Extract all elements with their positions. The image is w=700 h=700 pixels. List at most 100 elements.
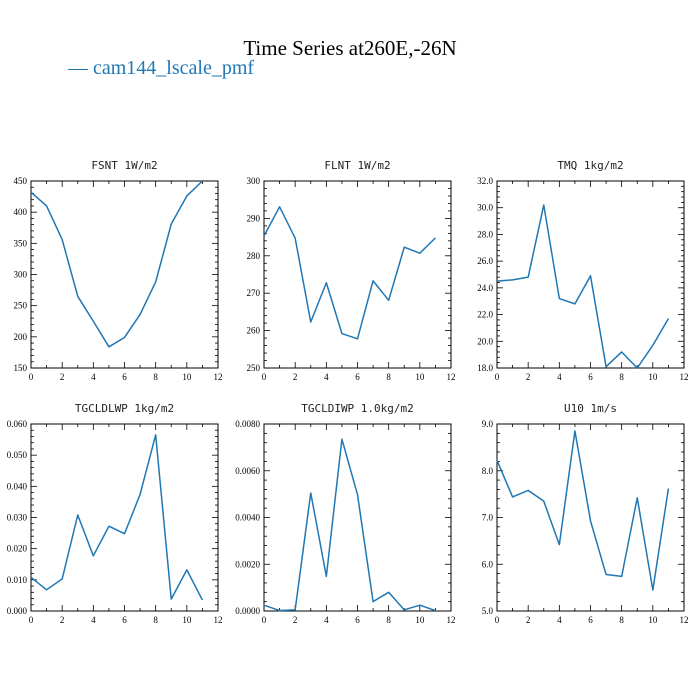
y-tick-label: 6.0 <box>482 559 494 569</box>
y-tick-label: 32.0 <box>477 176 493 186</box>
y-tick-label: 0.0040 <box>235 513 260 523</box>
y-tick-label: 8.0 <box>482 466 494 476</box>
series-line <box>30 180 203 348</box>
x-tick-label: 0 <box>495 615 500 625</box>
x-tick-label: 6 <box>122 372 127 382</box>
x-tick-label: 6 <box>122 615 127 625</box>
y-tick-label: 150 <box>14 363 28 373</box>
x-tick-label: 12 <box>214 615 223 625</box>
y-tick-label: 28.0 <box>477 229 493 239</box>
y-tick-label: 280 <box>247 251 261 261</box>
chart-title: U10 1m/s <box>564 402 617 415</box>
y-tick-label: 350 <box>14 238 28 248</box>
series-line <box>263 206 436 340</box>
chart-panel-6: U10 1m/s 0 2 4 6 8 10 12 5.0 6.0 7.0 8.0 9.0 <box>482 402 689 625</box>
x-tick-label: 12 <box>680 615 689 625</box>
x-tick-label: 8 <box>153 372 158 382</box>
x-tick-label: 8 <box>619 615 624 625</box>
x-tick-label: 0 <box>29 615 34 625</box>
x-tick-label: 12 <box>447 615 456 625</box>
x-tick-label: 12 <box>447 372 456 382</box>
y-tick-label: 250 <box>14 301 28 311</box>
y-tick-label: 250 <box>247 363 261 373</box>
legend-entry: — cam144_lscale_pmf <box>68 57 254 80</box>
figure-title: Time Series at260E,-26N <box>243 36 457 60</box>
series-line <box>496 430 670 591</box>
y-tick-label: 18.0 <box>477 363 493 373</box>
legend-label: cam144_lscale_pmf <box>93 57 255 79</box>
x-tick-label: 6 <box>588 615 593 625</box>
y-tick-label: 0.030 <box>7 513 28 523</box>
y-tick-label: 26.0 <box>477 256 493 266</box>
x-tick-label: 2 <box>293 372 298 382</box>
x-tick-label: 8 <box>153 615 158 625</box>
x-tick-label: 6 <box>355 615 360 625</box>
y-tick-label: 270 <box>247 288 261 298</box>
x-tick-label: 2 <box>526 372 531 382</box>
x-tick-label: 10 <box>648 615 658 625</box>
x-tick-label: 2 <box>293 615 298 625</box>
y-tick-label: 0.020 <box>7 544 28 554</box>
chart-title: FLNT 1W/m2 <box>324 159 390 172</box>
series-line <box>30 434 204 601</box>
y-tick-label: 0.0000 <box>235 606 260 616</box>
x-tick-label: 6 <box>588 372 593 382</box>
chart-panel-1: FSNT 1W/m2 0 2 4 6 8 10 12 150 200 250 300 350 400 450 <box>14 159 223 382</box>
y-tick-label: 5.0 <box>482 606 494 616</box>
legend-line-marker: — <box>68 57 88 79</box>
x-tick-label: 12 <box>214 372 223 382</box>
x-tick-label: 4 <box>91 615 96 625</box>
x-tick-label: 10 <box>648 372 658 382</box>
y-tick-label: 450 <box>14 176 28 186</box>
plot-frame <box>30 423 219 612</box>
x-tick-label: 2 <box>60 372 65 382</box>
y-tick-label: 30.0 <box>477 203 493 213</box>
y-tick-label: 0.000 <box>7 606 28 616</box>
x-tick-label: 10 <box>182 372 192 382</box>
x-tick-label: 4 <box>324 372 329 382</box>
y-tick-label: 200 <box>14 332 28 342</box>
chart-title: TGCLDIWP 1.0kg/m2 <box>301 402 414 415</box>
plot-frame <box>263 423 452 612</box>
x-tick-label: 0 <box>495 372 500 382</box>
plot-frame <box>263 180 452 369</box>
x-tick-label: 6 <box>355 372 360 382</box>
x-tick-label: 0 <box>262 615 267 625</box>
y-tick-label: 290 <box>247 213 261 223</box>
chart-title: TGCLDLWP 1kg/m2 <box>75 402 174 415</box>
x-tick-label: 4 <box>557 615 562 625</box>
series-line <box>263 438 436 612</box>
chart-title: FSNT 1W/m2 <box>91 159 157 172</box>
plot-frame <box>30 180 219 369</box>
y-tick-label: 24.0 <box>477 283 493 293</box>
y-tick-label: 0.0060 <box>235 466 260 476</box>
x-tick-label: 10 <box>415 372 425 382</box>
y-tick-label: 300 <box>14 270 28 280</box>
y-tick-label: 7.0 <box>482 513 494 523</box>
y-tick-label: 400 <box>14 207 28 217</box>
chart-panel-3: TMQ 1kg/m2 0 2 4 6 8 10 12 18.0 20.0 22.0 24.0 26.0 2… <box>477 159 688 382</box>
x-tick-label: 8 <box>619 372 624 382</box>
y-tick-label: 0.0020 <box>235 559 260 569</box>
x-tick-label: 4 <box>557 372 562 382</box>
chart-panel-2: FLNT 1W/m2 0 2 4 6 8 10 12 250 260 270 280 290 300 <box>247 159 456 382</box>
x-tick-label: 0 <box>29 372 34 382</box>
y-tick-label: 300 <box>247 176 261 186</box>
x-tick-label: 4 <box>324 615 329 625</box>
y-tick-label: 9.0 <box>482 419 494 429</box>
y-tick-label: 260 <box>247 326 261 336</box>
x-tick-label: 2 <box>526 615 531 625</box>
y-tick-label: 0.010 <box>7 575 28 585</box>
y-tick-label: 0.060 <box>7 419 28 429</box>
x-tick-label: 8 <box>386 372 391 382</box>
x-tick-label: 12 <box>680 372 689 382</box>
chart-panel-5: TGCLDIWP 1.0kg/m2 0 2 4 6 8 10 12 0.0000 0.0020 0.… <box>235 402 455 625</box>
x-tick-label: 10 <box>415 615 425 625</box>
y-tick-label: 0.050 <box>7 450 28 460</box>
chart-panel-4: TGCLDLWP 1kg/m2 0 2 4 6 8 10 12 0.000 0.010 0.020 0… <box>7 402 223 625</box>
x-tick-label: 0 <box>262 372 267 382</box>
chart-title: TMQ 1kg/m2 <box>557 159 623 172</box>
x-tick-label: 10 <box>182 615 192 625</box>
x-tick-label: 4 <box>91 372 96 382</box>
